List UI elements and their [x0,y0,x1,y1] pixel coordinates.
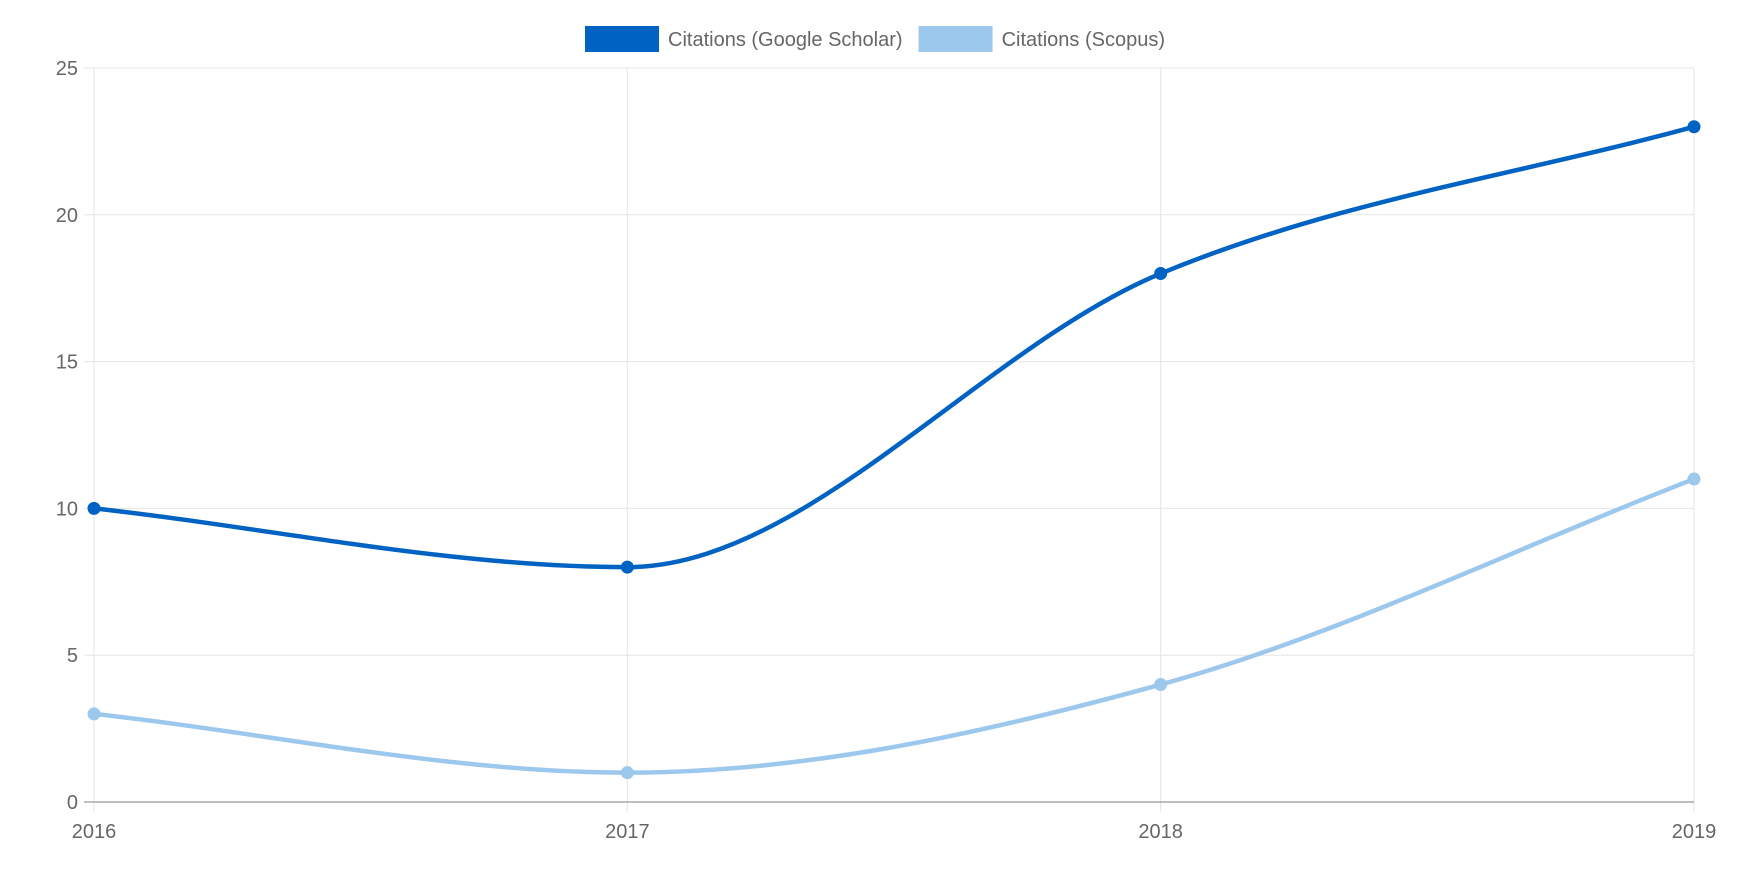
y-tick-label: 20 [56,205,78,227]
legend-swatch [918,26,993,52]
x-tick-label: 2019 [1672,821,1717,843]
data-point[interactable] [620,560,634,574]
legend-item-1[interactable]: Citations (Scopus) [918,26,1165,52]
y-tick-label: 0 [67,792,78,814]
series-line-0 [91,124,1697,570]
y-tick-label: 25 [56,58,78,80]
data-point[interactable] [620,766,634,780]
axes: 0 5 10 15 20 25 2016 2017 2018 2019 [56,58,1717,843]
series-line-1 [91,476,1697,775]
data-points [87,120,1701,780]
legend[interactable]: Citations (Google Scholar) Citations (Sco… [585,26,1165,52]
series-lines [91,124,1697,775]
data-point[interactable] [1154,678,1168,692]
data-point[interactable] [1687,472,1701,486]
legend-item-0[interactable]: Citations (Google Scholar) [585,26,903,52]
grid-lines [84,67,1695,812]
x-tick-label: 2016 [72,821,117,843]
y-tick-label: 5 [67,645,78,667]
x-tick-label: 2018 [1138,821,1183,843]
legend-label: Citations (Scopus) [1002,29,1165,51]
data-point[interactable] [87,501,101,515]
data-point[interactable] [1154,267,1168,281]
data-point[interactable] [1687,120,1701,134]
x-tick-label: 2017 [605,821,650,843]
legend-label: Citations (Google Scholar) [668,29,903,51]
data-point[interactable] [87,707,101,721]
legend-swatch [585,26,660,52]
y-tick-label: 15 [56,352,78,374]
y-tick-label: 10 [56,498,78,520]
